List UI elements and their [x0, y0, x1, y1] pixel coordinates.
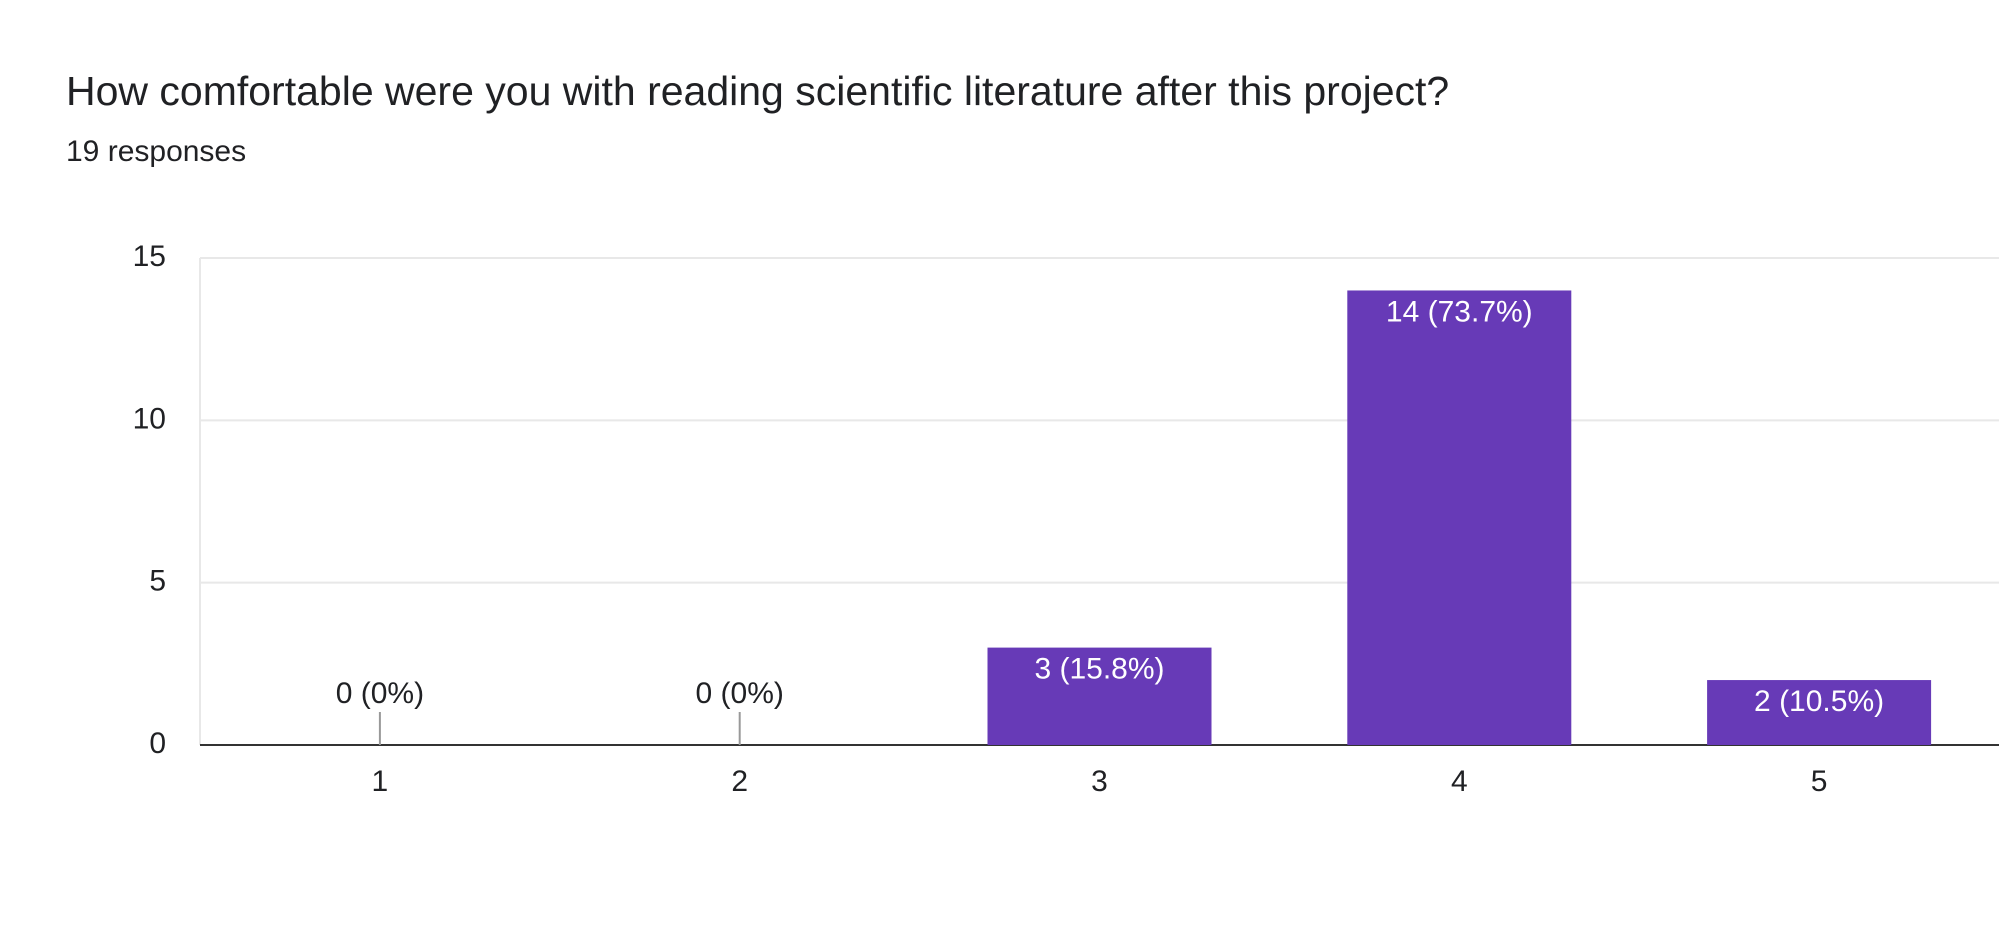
x-tick-label: 3: [1091, 765, 1108, 798]
y-tick-label: 10: [133, 402, 166, 435]
bar: [987, 647, 1212, 745]
chart-title: How comfortable were you with reading sc…: [66, 68, 1449, 114]
data-label: 3 (15.8%): [1034, 653, 1164, 686]
data-label: 14 (73.7%): [1386, 295, 1533, 328]
chart-subtitle: 19 responses: [66, 135, 246, 168]
y-tick-label: 5: [149, 565, 166, 598]
x-tick-label: 2: [731, 765, 748, 798]
x-tick-label: 4: [1451, 765, 1468, 798]
y-tick-label: 0: [149, 727, 166, 760]
y-tick-label: 15: [133, 240, 166, 273]
data-label: 2 (10.5%): [1754, 685, 1884, 718]
x-tick-label: 5: [1811, 765, 1828, 798]
bar: [1707, 680, 1932, 745]
data-label: 0 (0%): [336, 677, 424, 710]
data-label: 0 (0%): [696, 677, 784, 710]
x-tick-label: 1: [372, 765, 389, 798]
bar: [1347, 290, 1572, 745]
